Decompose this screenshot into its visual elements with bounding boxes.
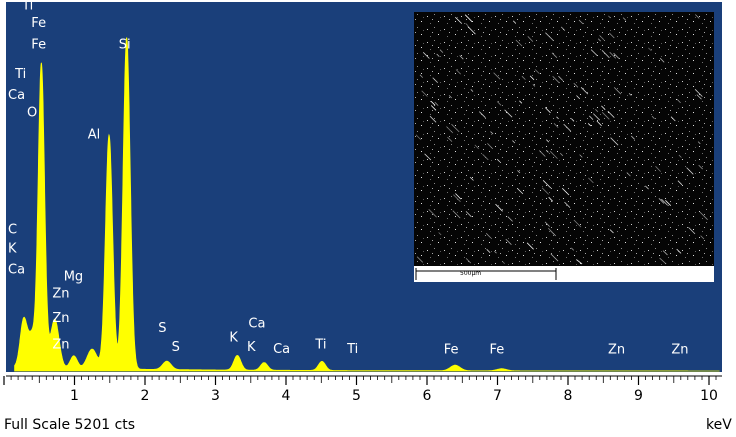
tick-label-5: 5 — [352, 388, 361, 404]
peak-label-1: Fe — [31, 16, 46, 31]
x-axis-unit-label: keV — [706, 417, 732, 433]
peak-label-14: Zn — [52, 338, 69, 353]
peak-label-16: S — [172, 340, 180, 355]
tick-label-6: 6 — [423, 388, 432, 404]
x-axis-ticks — [3, 376, 717, 385]
peak-label-7: Al — [88, 128, 101, 143]
peak-label-19: K — [247, 340, 256, 355]
tick-label-1: 1 — [70, 388, 79, 404]
sem-inset-image: 500µm — [414, 12, 714, 282]
peak-label-6: Si — [119, 38, 131, 53]
peak-label-21: Ti — [314, 338, 326, 353]
peak-label-13: Zn — [52, 311, 69, 326]
peak-label-20: Ca — [273, 342, 290, 357]
peak-label-3: Ti — [14, 67, 26, 82]
inset-texture — [415, 14, 708, 265]
tick-label-3: 3 — [211, 388, 220, 404]
peak-label-11: Mg — [64, 269, 83, 284]
peak-label-4: Ca — [8, 88, 25, 103]
tick-label-4: 4 — [282, 388, 291, 404]
spectrum-area — [14, 37, 720, 372]
peak-label-18: Ca — [248, 317, 265, 332]
tick-label-2: 2 — [141, 388, 150, 404]
peak-label-25: Zn — [608, 343, 625, 358]
tick-label-10: 10 — [700, 388, 718, 404]
tick-label-8: 8 — [564, 388, 573, 404]
peak-label-2: Fe — [31, 38, 46, 53]
peak-label-17: K — [229, 331, 238, 346]
tick-label-9: 9 — [634, 388, 643, 404]
peak-label-12: Zn — [52, 287, 69, 302]
peak-label-24: Fe — [490, 343, 505, 358]
peak-label-8: C — [8, 223, 17, 238]
x-axis-tick-labels: 1 2 3 4 5 6 7 8 9 10 — [70, 388, 718, 404]
peak-label-15: S — [158, 321, 166, 336]
full-scale-label: Full Scale 5201 cts — [4, 417, 135, 433]
peak-label-9: K — [8, 241, 17, 256]
peak-label-0: Ti — [21, 0, 33, 14]
peak-label-5: O — [27, 105, 37, 120]
scale-bar-label: 500µm — [460, 270, 481, 277]
peak-label-22: Ti — [346, 342, 358, 357]
tick-label-7: 7 — [493, 388, 502, 404]
scale-bar-panel — [414, 266, 714, 282]
peak-label-10: Ca — [8, 262, 25, 277]
peak-label-23: Fe — [444, 343, 459, 358]
peak-label-26: Zn — [671, 343, 688, 358]
